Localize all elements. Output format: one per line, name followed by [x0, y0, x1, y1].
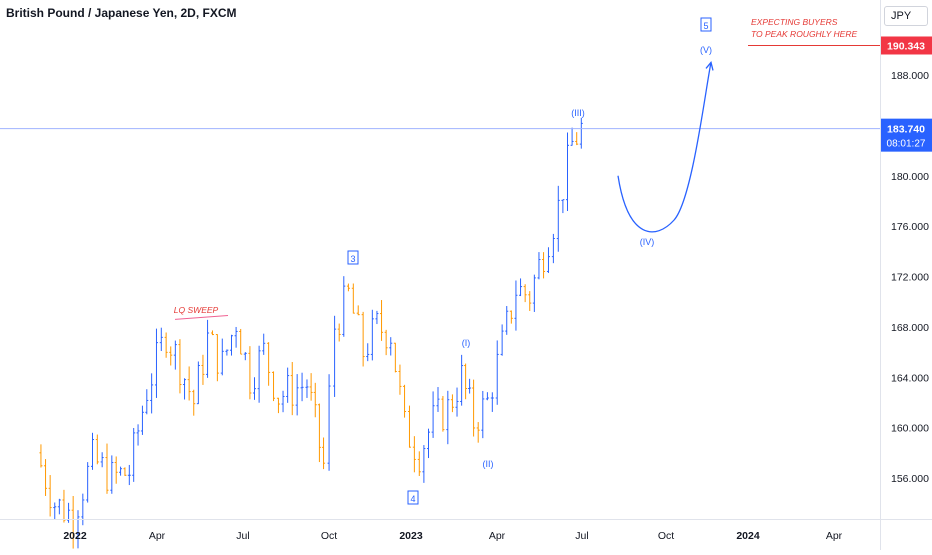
- projection-curve: [617, 62, 712, 233]
- price-tick-label: 168.000: [891, 322, 929, 334]
- lq-sweep-label: LQ SWEEP: [174, 305, 219, 315]
- target-price-label: 190.343: [887, 40, 925, 52]
- time-tick-label: Oct: [321, 530, 337, 542]
- time-tick-label: Jul: [236, 530, 249, 542]
- wave-5-label: 5: [703, 21, 708, 31]
- target-price-badge: [881, 36, 932, 55]
- note-line-2: TO PEAK ROUGHLY HERE: [751, 29, 857, 39]
- projection-arrowhead: [705, 61, 714, 71]
- time-tick-label: Apr: [826, 530, 843, 542]
- price-tick-label: 180.000: [891, 171, 929, 183]
- wave-4-label: 4: [410, 494, 415, 504]
- wave-ii-label: (II): [483, 459, 494, 469]
- time-tick-label: Jul: [575, 530, 588, 542]
- wave-v-label: (V): [700, 45, 712, 55]
- wave-iv-label: (IV): [640, 237, 655, 247]
- current-price-label: 183.740: [887, 124, 925, 136]
- countdown-label: 08:01:27: [887, 139, 926, 150]
- time-axis-divider: [0, 519, 932, 520]
- candles: [39, 117, 583, 549]
- time-tick-label: 2022: [63, 530, 87, 542]
- price-tick-label: 160.000: [891, 423, 929, 435]
- price-axis-divider: [880, 0, 881, 550]
- current-price-badge: [881, 118, 932, 152]
- price-tick-label: 172.000: [891, 272, 929, 284]
- wave-5-label-box: [700, 17, 712, 32]
- time-tick-label: Apr: [149, 530, 166, 542]
- time-tick-label: Apr: [489, 530, 506, 542]
- symbol-title[interactable]: British Pound / Japanese Yen, 2D, FXCM: [6, 6, 237, 20]
- wave-3-label-box: [347, 250, 359, 265]
- price-tick-label: 164.000: [891, 372, 929, 384]
- currency-button[interactable]: JPY: [884, 6, 928, 26]
- note-line-1: EXPECTING BUYERS: [751, 17, 838, 27]
- time-tick-label: 2023: [399, 530, 423, 542]
- lq-sweep-line: [174, 315, 229, 320]
- price-tick-label: 176.000: [891, 221, 929, 233]
- wave-3-label: 3: [350, 254, 355, 264]
- time-tick-label: 2024: [736, 530, 760, 542]
- wave-4-label-box: [407, 490, 419, 505]
- wave-iii-label: (III): [571, 108, 585, 118]
- price-tick-label: 188.000: [891, 70, 929, 82]
- price-tick-label: 156.000: [891, 473, 929, 485]
- time-tick-label: Oct: [658, 530, 674, 542]
- wave-i-label: (I): [462, 338, 471, 348]
